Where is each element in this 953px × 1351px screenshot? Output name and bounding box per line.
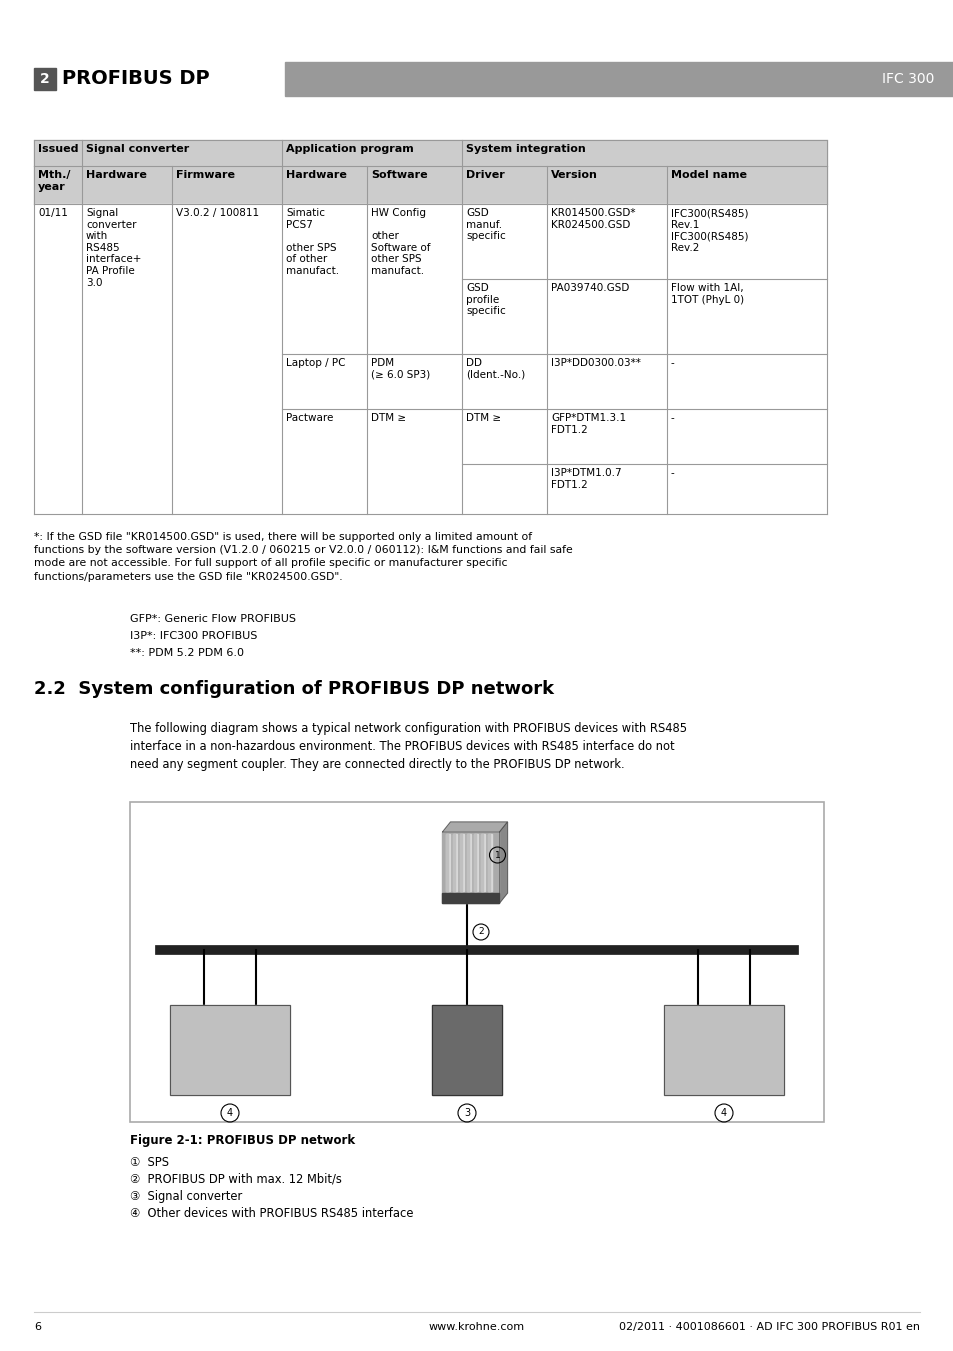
- Text: Laptop / PC: Laptop / PC: [286, 358, 345, 367]
- Text: Model name: Model name: [670, 170, 746, 180]
- Bar: [34, 141, 826, 166]
- Text: 2.2  System configuration of PROFIBUS DP network: 2.2 System configuration of PROFIBUS DP …: [34, 680, 554, 698]
- Text: www.krohne.com: www.krohne.com: [429, 1323, 524, 1332]
- Text: System integration: System integration: [465, 145, 585, 154]
- Text: 2: 2: [477, 928, 483, 936]
- Text: -: -: [670, 467, 674, 478]
- Text: I3P*DTM1.0.7
FDT1.2: I3P*DTM1.0.7 FDT1.2: [551, 467, 621, 489]
- Bar: [130, 802, 823, 1121]
- Text: Signal converter: Signal converter: [86, 145, 189, 154]
- Text: 4: 4: [227, 1108, 233, 1119]
- Bar: [481, 834, 485, 892]
- Text: IFC300(RS485)
Rev.1
IFC300(RS485)
Rev.2: IFC300(RS485) Rev.1 IFC300(RS485) Rev.2: [670, 208, 748, 253]
- Text: HW Config

other
Software of
other SPS
manufact.: HW Config other Software of other SPS ma…: [371, 208, 430, 276]
- Bar: [285, 62, 953, 96]
- Text: 01/11: 01/11: [38, 208, 68, 218]
- Text: Figure 2-1: PROFIBUS DP network: Figure 2-1: PROFIBUS DP network: [130, 1133, 355, 1147]
- Text: ②  PROFIBUS DP with max. 12 Mbit/s: ② PROFIBUS DP with max. 12 Mbit/s: [130, 1173, 341, 1186]
- Bar: [453, 834, 455, 892]
- Text: DTM ≥: DTM ≥: [371, 413, 406, 423]
- Bar: [663, 1005, 783, 1096]
- Text: GFP*: Generic Flow PROFIBUS: GFP*: Generic Flow PROFIBUS: [130, 613, 295, 624]
- Text: DD
(Ident.-No.): DD (Ident.-No.): [465, 358, 525, 380]
- Text: I3P*DD0300.03**: I3P*DD0300.03**: [551, 358, 640, 367]
- Text: **: PDM 5.2 PDM 6.0: **: PDM 5.2 PDM 6.0: [130, 648, 244, 658]
- Bar: [34, 204, 826, 513]
- Text: ④  Other devices with PROFIBUS RS485 interface: ④ Other devices with PROFIBUS RS485 inte…: [130, 1206, 413, 1220]
- Text: Pactware: Pactware: [286, 413, 333, 423]
- Bar: [474, 834, 476, 892]
- Text: ①  SPS: ① SPS: [130, 1156, 169, 1169]
- Text: Signal
converter
with
RS485
interface+
PA Profile
3.0: Signal converter with RS485 interface+ P…: [86, 208, 141, 288]
- Text: KR014500.GSD*
KR024500.GSD: KR014500.GSD* KR024500.GSD: [551, 208, 635, 230]
- Bar: [460, 834, 464, 892]
- Text: 1: 1: [494, 851, 500, 859]
- Text: IFC 300: IFC 300: [881, 72, 933, 86]
- Polygon shape: [499, 821, 507, 902]
- Text: Issued: Issued: [38, 145, 78, 154]
- Bar: [432, 1005, 501, 1096]
- Polygon shape: [442, 821, 507, 832]
- Text: 02/2011 · 4001086601 · AD IFC 300 PROFIBUS R01 en: 02/2011 · 4001086601 · AD IFC 300 PROFIB…: [618, 1323, 919, 1332]
- Bar: [663, 1005, 783, 1096]
- Text: Driver: Driver: [465, 170, 504, 180]
- Text: 3: 3: [463, 1108, 470, 1119]
- Bar: [488, 834, 490, 892]
- Bar: [467, 834, 469, 892]
- Bar: [446, 834, 450, 892]
- Bar: [170, 1005, 290, 1096]
- Text: -: -: [670, 358, 674, 367]
- Bar: [460, 834, 462, 892]
- Text: V3.0.2 / 100811: V3.0.2 / 100811: [175, 208, 259, 218]
- Text: Version: Version: [551, 170, 598, 180]
- Bar: [467, 834, 471, 892]
- Bar: [446, 834, 448, 892]
- Text: Hardware: Hardware: [86, 170, 147, 180]
- Text: *: If the GSD file "KR014500.GSD" is used, there will be supported only a limite: *: If the GSD file "KR014500.GSD" is use…: [34, 532, 572, 581]
- Text: DTM ≥: DTM ≥: [465, 413, 500, 423]
- Bar: [34, 166, 826, 204]
- Text: PROFIBUS DP: PROFIBUS DP: [62, 69, 210, 89]
- Text: 2: 2: [40, 72, 50, 86]
- Text: PA039740.GSD: PA039740.GSD: [551, 282, 629, 293]
- Text: Firmware: Firmware: [175, 170, 234, 180]
- Bar: [488, 834, 492, 892]
- Text: Mth./
year: Mth./ year: [38, 170, 71, 192]
- Bar: [0, 62, 953, 96]
- Text: 4: 4: [720, 1108, 726, 1119]
- Text: Flow with 1AI,
1TOT (PhyL 0): Flow with 1AI, 1TOT (PhyL 0): [670, 282, 743, 304]
- Bar: [442, 832, 499, 902]
- Text: The following diagram shows a typical network configuration with PROFIBUS device: The following diagram shows a typical ne…: [130, 721, 686, 771]
- Text: 6: 6: [34, 1323, 41, 1332]
- Text: Simatic
PCS7

other SPS
of other
manufact.: Simatic PCS7 other SPS of other manufact…: [286, 208, 338, 276]
- Text: GFP*DTM1.3.1
FDT1.2: GFP*DTM1.3.1 FDT1.2: [551, 413, 625, 435]
- Text: I3P*: IFC300 PROFIBUS: I3P*: IFC300 PROFIBUS: [130, 631, 257, 640]
- Bar: [453, 834, 457, 892]
- Text: Software: Software: [371, 170, 427, 180]
- Bar: [481, 834, 483, 892]
- Bar: [432, 1005, 501, 1096]
- Bar: [442, 893, 499, 902]
- Text: Hardware: Hardware: [286, 170, 347, 180]
- Text: Application program: Application program: [286, 145, 414, 154]
- Text: GSD
manuf.
specific: GSD manuf. specific: [465, 208, 505, 242]
- Bar: [170, 1005, 290, 1096]
- Text: -: -: [670, 413, 674, 423]
- Text: GSD
profile
specific: GSD profile specific: [465, 282, 505, 316]
- Bar: [34, 68, 56, 91]
- Text: ③  Signal converter: ③ Signal converter: [130, 1190, 242, 1202]
- Bar: [474, 834, 478, 892]
- Text: PDM
(≥ 6.0 SP3): PDM (≥ 6.0 SP3): [371, 358, 430, 380]
